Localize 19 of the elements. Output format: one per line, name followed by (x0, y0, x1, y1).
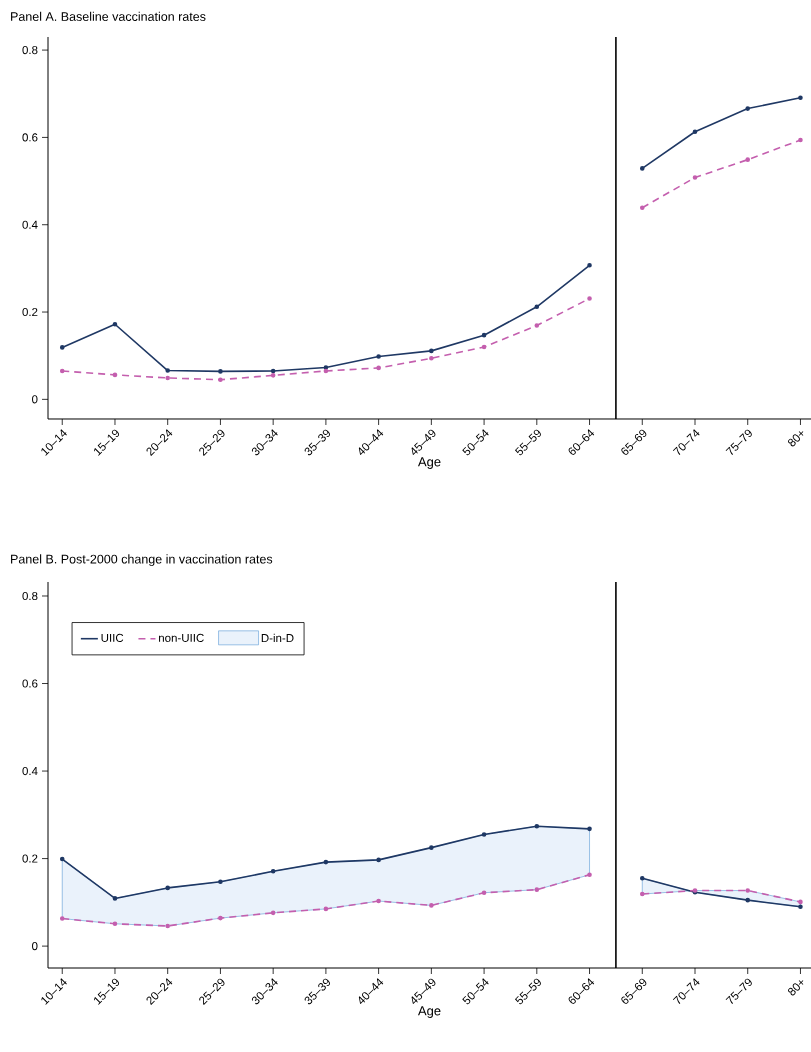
x-axis-title: Age (417, 1006, 441, 1018)
y-tick-label: 0.4 (22, 220, 38, 229)
x-tick-label: 80+ (788, 980, 804, 996)
y-tick-label: 0.6 (22, 133, 38, 142)
y-tick-label: 0 (32, 942, 38, 951)
legend-label: non-UIIC (159, 633, 204, 642)
y-tick-label: 0 (32, 395, 38, 404)
y-tick-label: 0.6 (22, 679, 38, 688)
y-tick-label: 0.4 (22, 766, 38, 776)
x-axis-title: Age (417, 457, 441, 469)
y-tick-label: 0.2 (22, 307, 38, 317)
y-tick-label: 0.2 (22, 854, 38, 863)
legend-label: UIIC (101, 633, 124, 642)
chart-title: Panel B. Post-2000 change in vaccination rates (11, 554, 273, 566)
annotation: D-in-D (261, 633, 294, 643)
chart-title: Panel A. Baseline vaccination rates (11, 11, 206, 21)
x-tick-label: 80+ (788, 431, 804, 447)
y-tick-label: 0.8 (22, 591, 38, 601)
y-tick-label: 0.8 (22, 46, 38, 55)
